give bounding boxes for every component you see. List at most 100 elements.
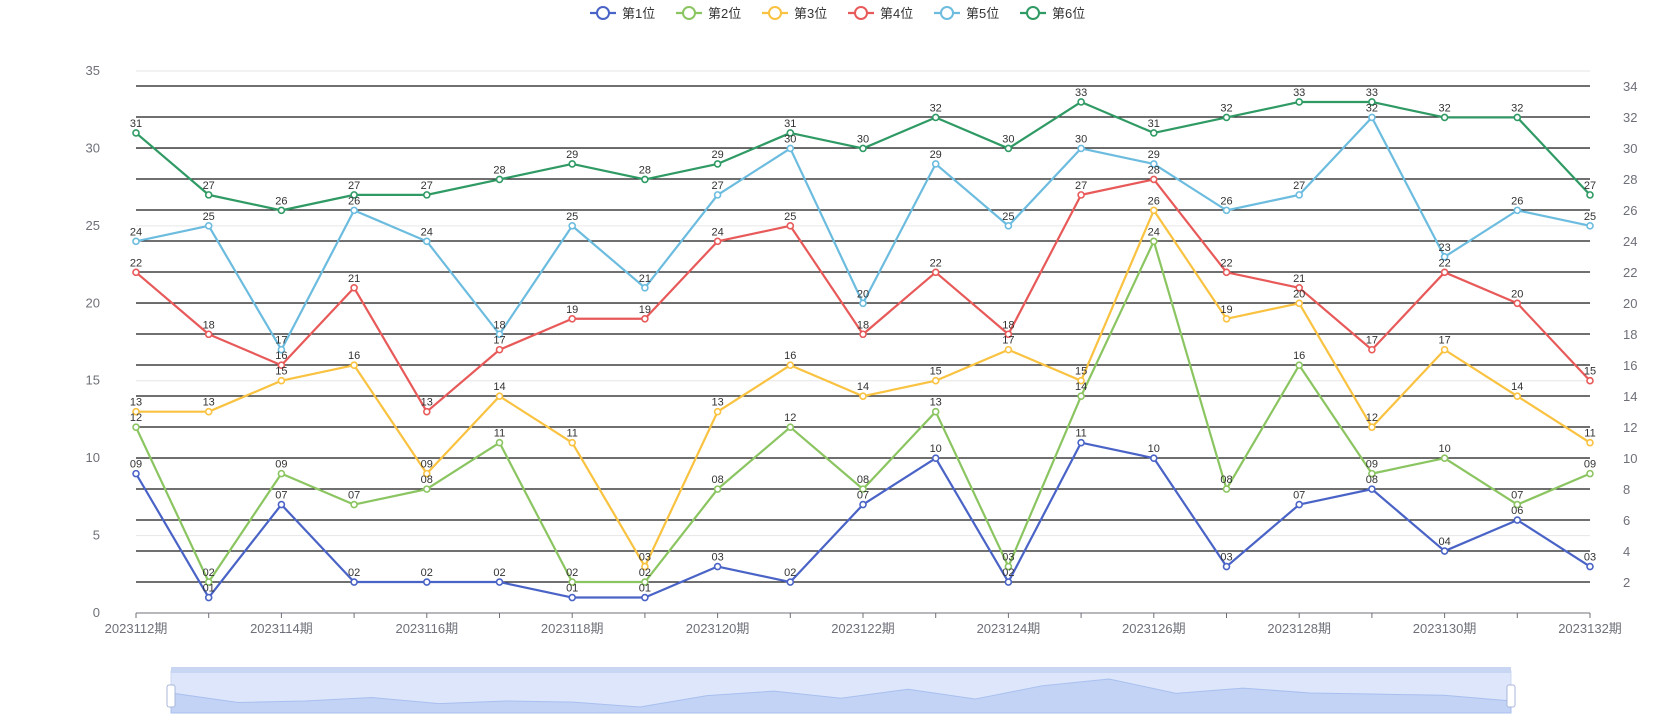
data-point[interactable] bbox=[568, 438, 577, 447]
data-point[interactable] bbox=[713, 407, 722, 416]
data-point[interactable] bbox=[422, 485, 431, 493]
data-point[interactable] bbox=[859, 392, 867, 401]
data-point[interactable] bbox=[641, 578, 649, 586]
data-point[interactable] bbox=[277, 345, 286, 354]
data-point[interactable] bbox=[859, 485, 867, 493]
data-point[interactable] bbox=[495, 330, 504, 339]
data-point[interactable] bbox=[1513, 500, 1522, 509]
data-point[interactable] bbox=[1004, 222, 1013, 230]
data-point[interactable] bbox=[1004, 345, 1013, 354]
data-point[interactable] bbox=[1150, 237, 1158, 246]
data-point[interactable] bbox=[1077, 376, 1085, 385]
data-point[interactable] bbox=[713, 485, 722, 493]
data-point[interactable] bbox=[350, 500, 358, 509]
data-point[interactable] bbox=[1004, 330, 1013, 339]
data-point[interactable] bbox=[931, 268, 940, 277]
data-point[interactable] bbox=[495, 345, 504, 354]
legend-item[interactable]: 第6位 bbox=[1020, 6, 1085, 21]
data-point[interactable] bbox=[1295, 299, 1303, 308]
data-point[interactable] bbox=[1222, 268, 1231, 277]
data-point[interactable] bbox=[350, 361, 358, 370]
data-point[interactable] bbox=[277, 376, 286, 385]
data-point[interactable] bbox=[277, 500, 286, 509]
data-point[interactable] bbox=[1077, 98, 1085, 106]
data-point[interactable] bbox=[1513, 206, 1522, 215]
data-point[interactable] bbox=[641, 593, 649, 602]
data-point[interactable] bbox=[1295, 283, 1303, 292]
data-point[interactable] bbox=[132, 469, 140, 478]
data-point[interactable] bbox=[1440, 454, 1449, 462]
data-point[interactable] bbox=[1295, 98, 1303, 106]
data-point[interactable] bbox=[495, 392, 504, 401]
data-point[interactable] bbox=[495, 578, 504, 586]
data-point[interactable] bbox=[495, 438, 504, 447]
data-point[interactable] bbox=[1440, 547, 1449, 555]
data-point[interactable] bbox=[713, 160, 722, 168]
data-point[interactable] bbox=[204, 330, 213, 339]
data-point[interactable] bbox=[1586, 191, 1594, 199]
data-point[interactable] bbox=[713, 237, 722, 246]
data-point[interactable] bbox=[132, 407, 140, 416]
legend-item[interactable]: 第5位 bbox=[934, 6, 999, 21]
legend-item[interactable]: 第2位 bbox=[676, 6, 741, 21]
data-point[interactable] bbox=[859, 330, 867, 339]
data-point[interactable] bbox=[1077, 438, 1085, 447]
data-point[interactable] bbox=[350, 283, 358, 292]
data-point[interactable] bbox=[1368, 469, 1376, 478]
data-point[interactable] bbox=[641, 175, 649, 184]
data-point[interactable] bbox=[1368, 345, 1376, 354]
data-point[interactable] bbox=[1077, 191, 1085, 199]
data-point[interactable] bbox=[1150, 129, 1158, 137]
data-point[interactable] bbox=[786, 144, 795, 153]
data-point[interactable] bbox=[1586, 222, 1594, 230]
data-point[interactable] bbox=[1150, 454, 1158, 462]
data-point[interactable] bbox=[1440, 268, 1449, 277]
data-zoom-slider[interactable] bbox=[166, 667, 1516, 714]
data-point[interactable] bbox=[1222, 562, 1231, 571]
data-point[interactable] bbox=[931, 160, 940, 168]
data-point[interactable] bbox=[931, 376, 940, 385]
data-point[interactable] bbox=[1586, 438, 1594, 447]
legend[interactable]: 第1位 第2位 第3位 第4位 第5位 第6位 bbox=[590, 6, 1085, 21]
data-point[interactable] bbox=[132, 129, 140, 137]
data-point[interactable] bbox=[859, 299, 867, 308]
data-point[interactable] bbox=[422, 191, 431, 199]
data-point[interactable] bbox=[713, 562, 722, 571]
legend-item[interactable]: 第3位 bbox=[762, 6, 827, 21]
data-point[interactable] bbox=[1368, 485, 1376, 493]
data-point[interactable] bbox=[786, 361, 795, 370]
data-point[interactable] bbox=[277, 361, 286, 370]
data-point[interactable] bbox=[1440, 345, 1449, 354]
data-point[interactable] bbox=[568, 593, 577, 602]
data-point[interactable] bbox=[1368, 423, 1376, 431]
data-point[interactable] bbox=[350, 191, 358, 199]
data-point[interactable] bbox=[786, 129, 795, 137]
data-point[interactable] bbox=[204, 593, 213, 602]
data-point[interactable] bbox=[422, 578, 431, 586]
data-point[interactable] bbox=[931, 454, 940, 462]
data-point[interactable] bbox=[1586, 376, 1594, 385]
data-point[interactable] bbox=[1368, 113, 1376, 122]
data-point[interactable] bbox=[641, 314, 649, 323]
data-point[interactable] bbox=[568, 314, 577, 323]
data-point[interactable] bbox=[204, 191, 213, 199]
data-point[interactable] bbox=[132, 237, 140, 246]
data-point[interactable] bbox=[1440, 113, 1449, 122]
data-point[interactable] bbox=[204, 578, 213, 586]
legend-item[interactable]: 第4位 bbox=[848, 6, 913, 21]
data-point[interactable] bbox=[1150, 175, 1158, 184]
data-point[interactable] bbox=[931, 113, 940, 122]
data-point[interactable] bbox=[568, 578, 577, 586]
data-point[interactable] bbox=[641, 562, 649, 571]
data-point[interactable] bbox=[204, 407, 213, 416]
data-point[interactable] bbox=[786, 578, 795, 586]
data-point[interactable] bbox=[277, 469, 286, 478]
data-point[interactable] bbox=[1513, 392, 1522, 401]
data-point[interactable] bbox=[1513, 113, 1522, 122]
zoom-handle-left[interactable] bbox=[166, 684, 176, 708]
data-point[interactable] bbox=[1150, 160, 1158, 168]
data-point[interactable] bbox=[422, 407, 431, 416]
data-point[interactable] bbox=[1586, 469, 1594, 478]
data-point[interactable] bbox=[859, 500, 867, 509]
data-point[interactable] bbox=[1004, 562, 1013, 571]
